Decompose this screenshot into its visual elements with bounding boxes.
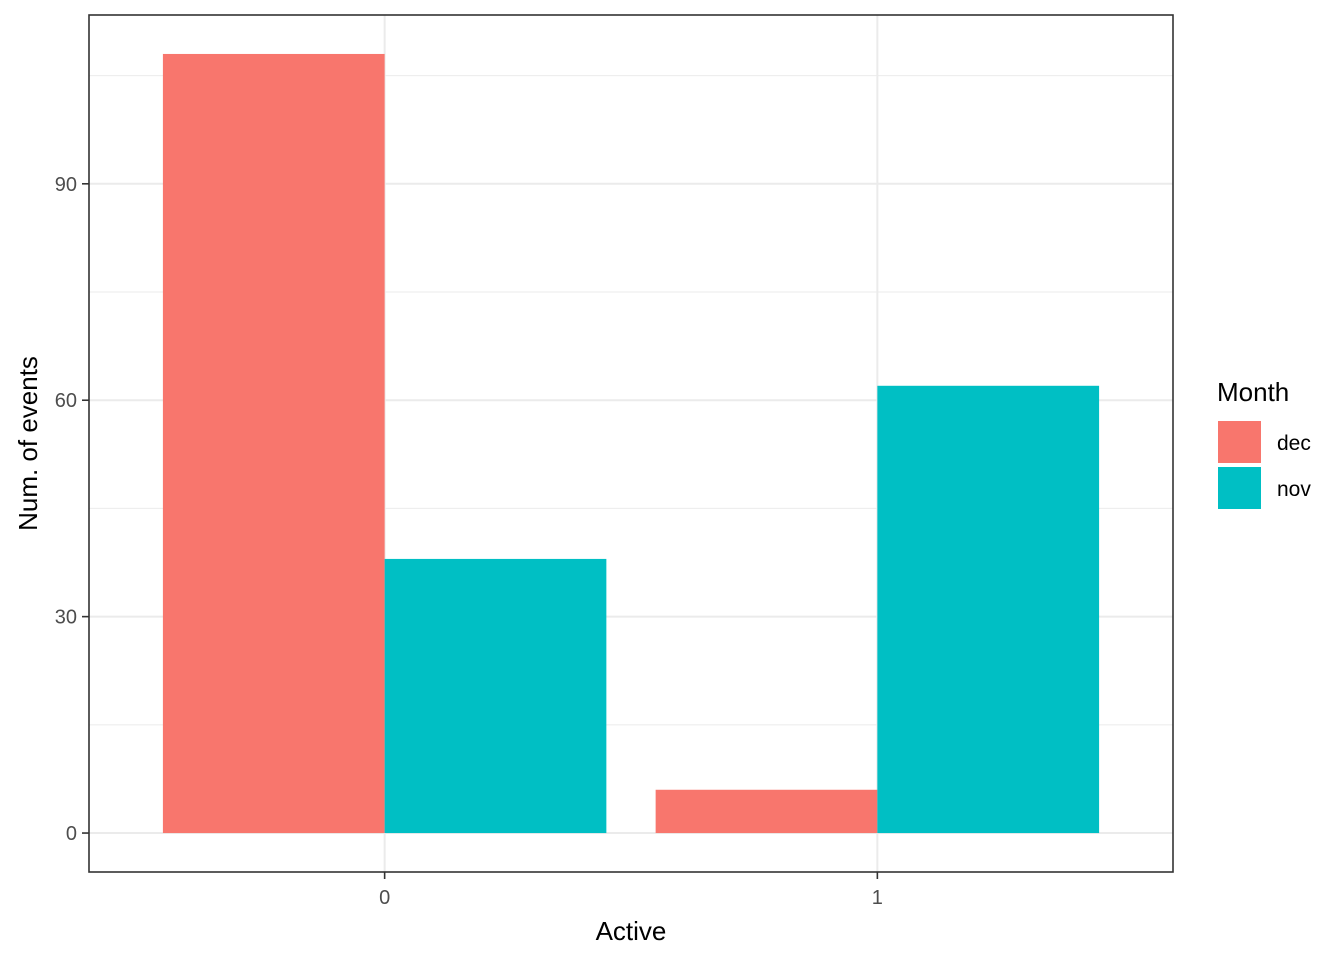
- axes: 0 30 60 90 0 1: [55, 174, 883, 909]
- bars: [162, 53, 1100, 834]
- bar-nov-1: [877, 385, 1100, 834]
- y-tick-label: 60: [55, 390, 77, 412]
- x-axis-title: Active: [596, 916, 667, 946]
- legend-title: Month: [1217, 377, 1289, 407]
- panel-border: [88, 14, 1174, 873]
- y-tick-label: 90: [55, 174, 77, 196]
- bar-dec-0: [162, 53, 385, 834]
- bar-nov-0: [384, 558, 607, 834]
- bar-dec-1: [655, 789, 878, 834]
- x-tick-label: 0: [379, 887, 390, 909]
- x-tick-label: 1: [872, 887, 883, 909]
- legend-key-nov: [1218, 467, 1261, 509]
- legend-label-nov: nov: [1277, 478, 1311, 501]
- y-tick-label: 30: [55, 607, 77, 629]
- legend-key-dec: [1218, 421, 1261, 463]
- y-axis-title: Num. of events: [13, 356, 43, 531]
- legend: Month dec nov: [1217, 377, 1311, 509]
- legend-label-dec: dec: [1277, 432, 1311, 455]
- legend-items: dec nov: [1218, 421, 1311, 509]
- y-tick-label: 0: [66, 823, 77, 845]
